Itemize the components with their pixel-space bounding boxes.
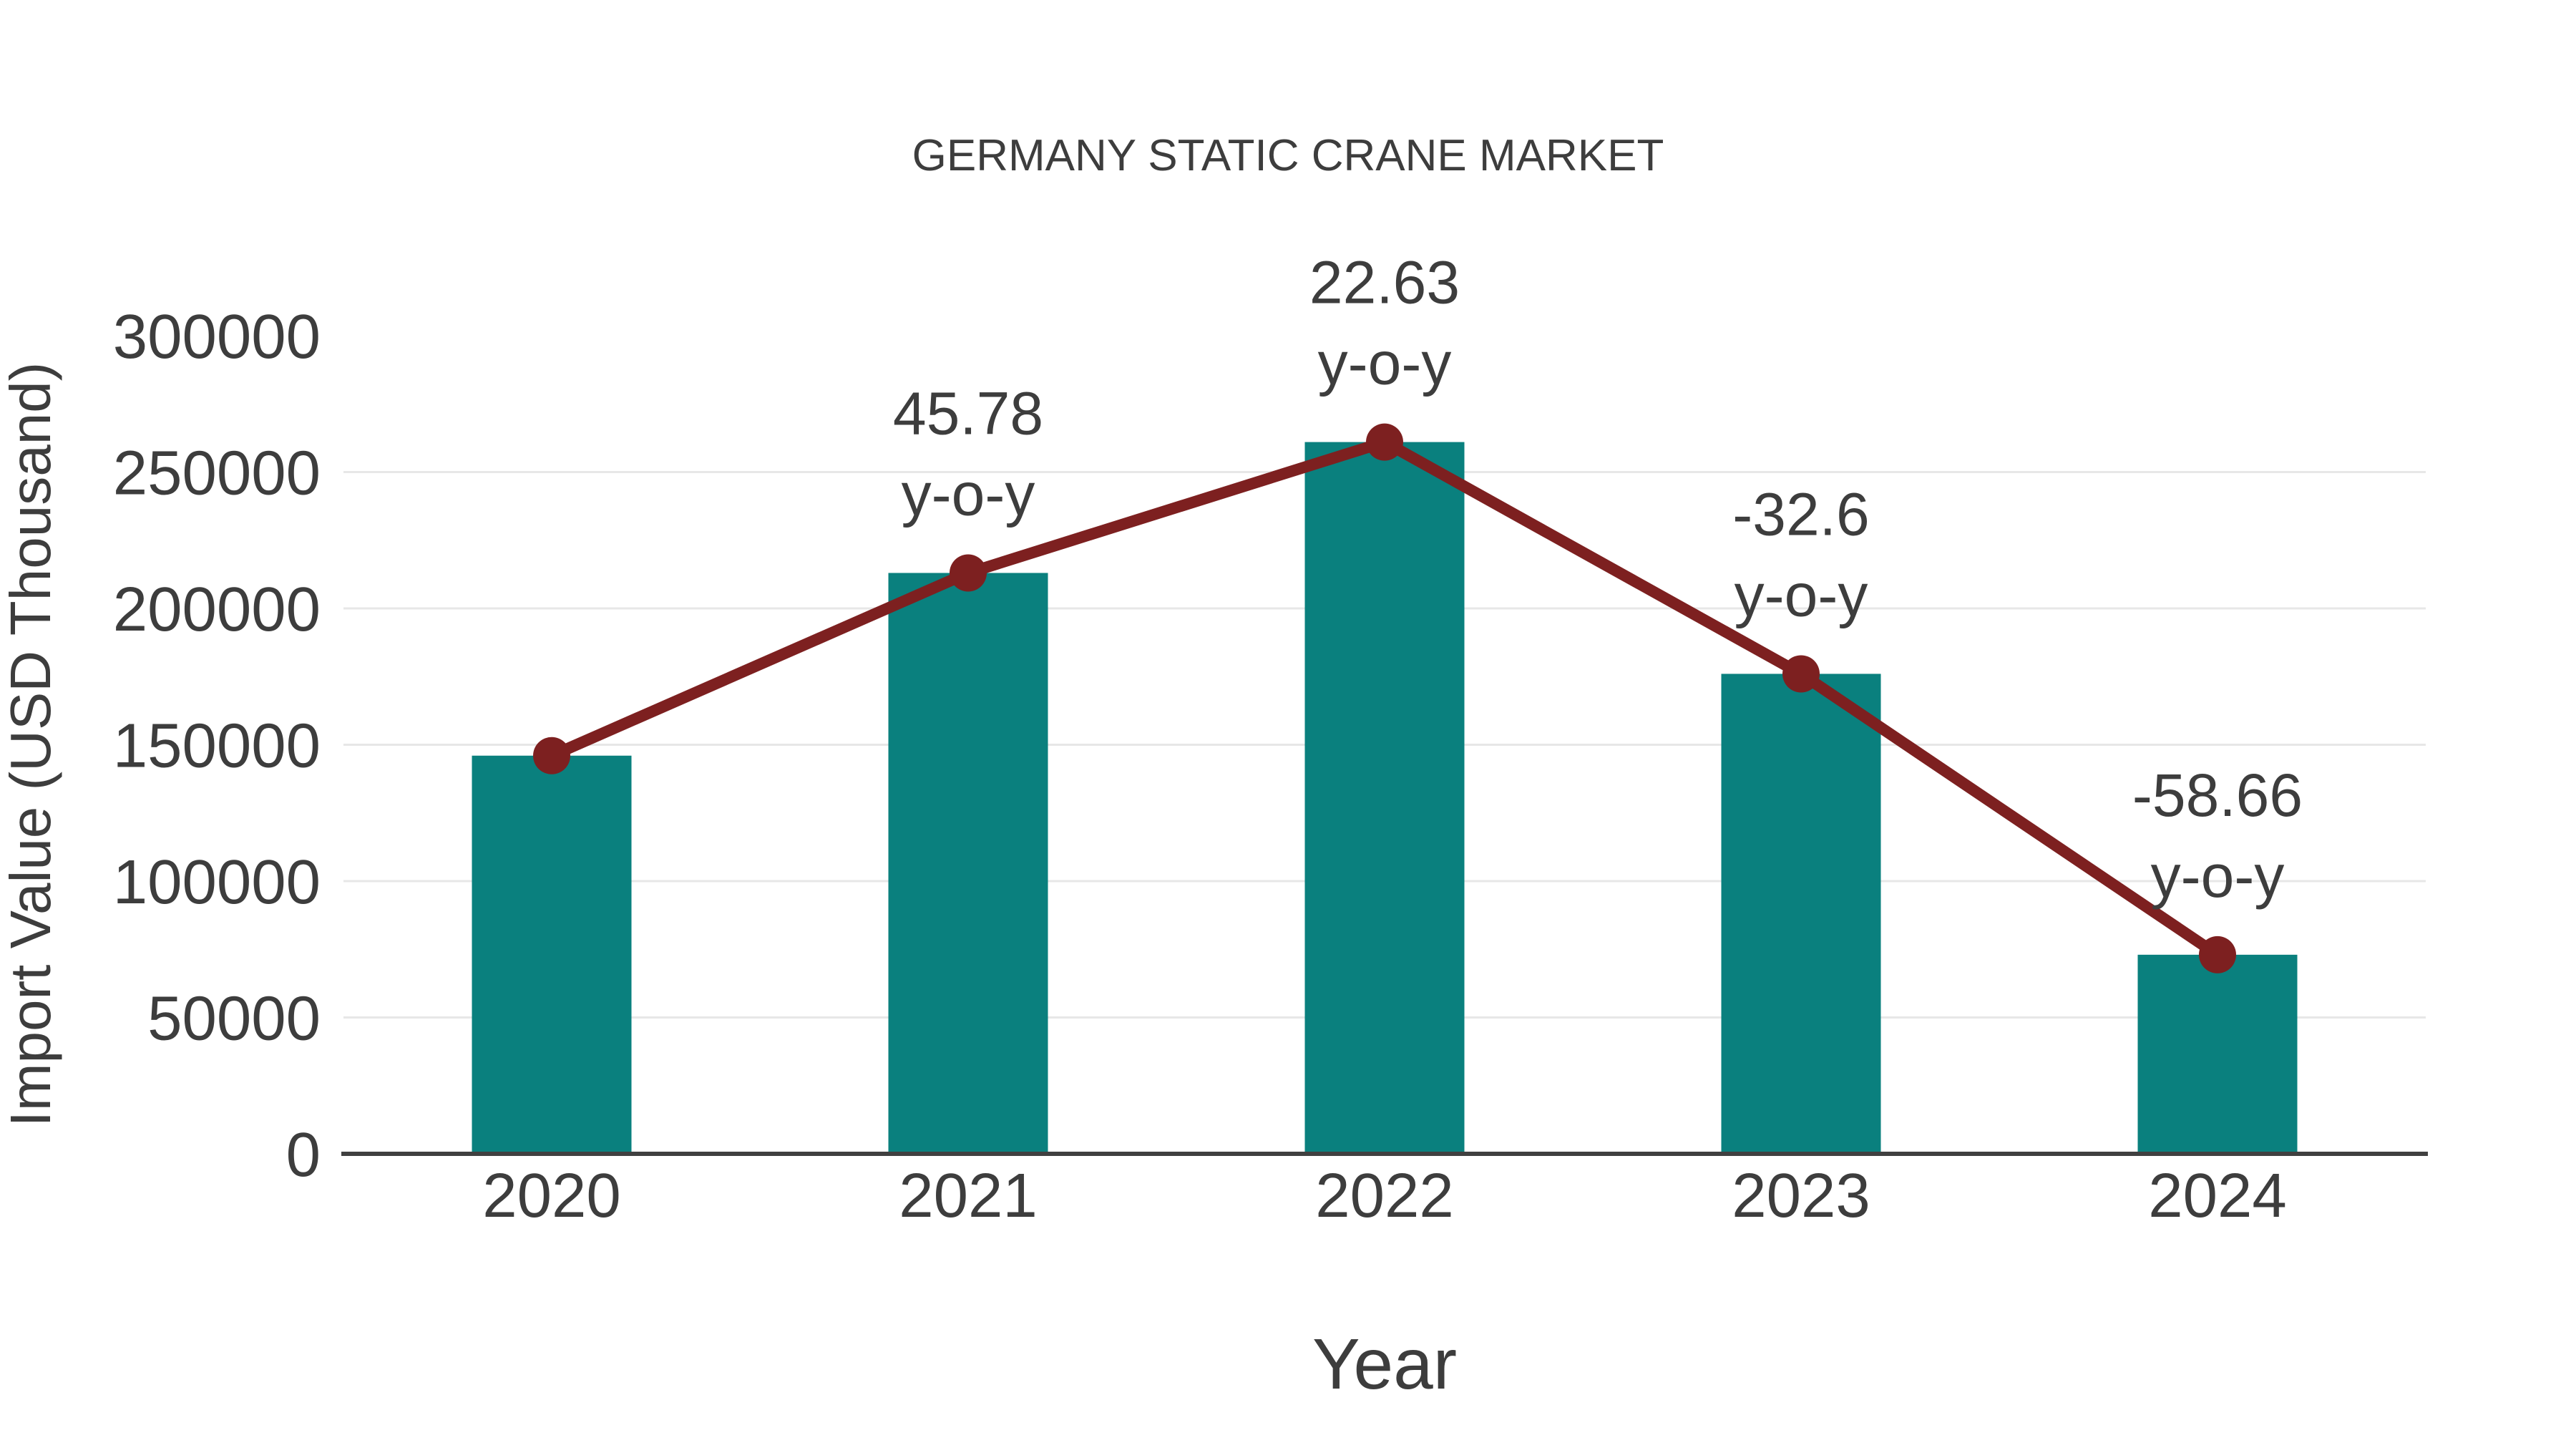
y-tick-label: 100000 [113,847,321,917]
yoy-suffix-label: y-o-y [1735,561,1868,628]
trend-marker [1366,423,1403,461]
x-axis-title: Year [1312,1324,1457,1404]
y-tick-label: 150000 [113,711,321,781]
y-tick-label: 250000 [113,439,321,508]
bar-series [472,442,2298,1154]
y-tick-label: 200000 [113,575,321,644]
yoy-value-label: 22.63 [1309,249,1460,316]
chart-title: GERMANY STATIC CRANE MARKET [912,131,1664,180]
bar [2137,954,2298,1154]
yoy-annotations: 45.78 y-o-y 22.63 y-o-y -32.6 y-o-y -58.66 y-o-… [893,249,2303,910]
x-axis-tick-labels: 2020 2021 2022 2023 2024 [482,1161,2287,1230]
bar [1721,674,1881,1154]
y-axis-tick-labels: 0 50000 100000 150000 200000 250000 300000 [113,302,321,1190]
trend-marker [1782,655,1820,693]
yoy-suffix-label: y-o-y [2151,842,2285,910]
bar [1304,442,1465,1154]
y-tick-label: 0 [286,1120,321,1190]
x-tick-label: 2023 [1732,1161,1870,1230]
x-tick-label: 2021 [899,1161,1038,1230]
yoy-suffix-label: y-o-y [902,460,1035,528]
yoy-value-label: 45.78 [893,379,1043,447]
x-tick-label: 2024 [2148,1161,2287,1230]
bar [888,573,1048,1154]
y-tick-label: 50000 [147,984,321,1054]
yoy-value-label: -32.6 [1732,480,1869,548]
y-tick-label: 300000 [113,302,321,371]
yoy-suffix-label: y-o-y [1318,330,1452,397]
trend-marker [2199,936,2236,973]
x-tick-label: 2020 [482,1161,621,1230]
x-tick-label: 2022 [1315,1161,1454,1230]
trend-marker [950,554,987,592]
trend-marker [533,737,570,774]
bar [472,755,632,1154]
yoy-value-label: -58.66 [2132,762,2303,829]
y-axis-title: Import Value (USD Thousand) [0,362,62,1127]
trend-markers [533,423,2236,973]
